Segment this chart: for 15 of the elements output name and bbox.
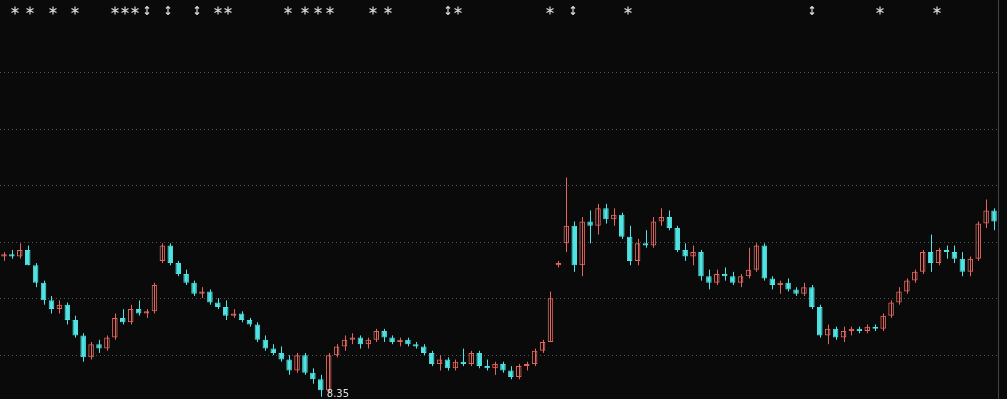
candlestick [674, 225, 680, 253]
candlestick [318, 374, 324, 398]
candlestick [302, 352, 308, 376]
candlestick [80, 332, 86, 363]
candlestick [809, 284, 815, 310]
candlestick [72, 315, 79, 339]
candlestick [222, 299, 229, 321]
candlestick [706, 269, 712, 290]
candlestick [286, 354, 292, 376]
candlestick [698, 249, 704, 282]
candlestick [619, 212, 625, 240]
annotation: 8.35 [326, 387, 350, 399]
candlestick [991, 207, 997, 231]
candlestick [587, 209, 593, 244]
candlestick [603, 203, 609, 225]
